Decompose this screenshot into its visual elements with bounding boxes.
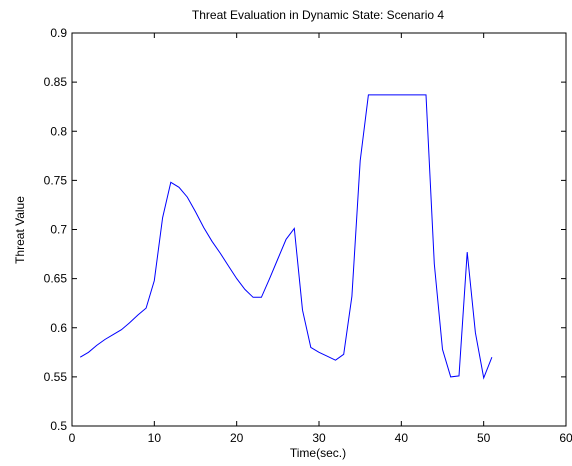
y-axis-label: Threat Value bbox=[13, 196, 27, 264]
x-tick-label: 40 bbox=[395, 431, 409, 445]
chart-title: Threat Evaluation in Dynamic State: Scen… bbox=[192, 8, 444, 22]
y-tick-label: 0.7 bbox=[50, 223, 67, 237]
series-line bbox=[79, 94, 493, 380]
x-axis-label: Time(sec.) bbox=[290, 446, 346, 460]
y-tick-label: 0.6 bbox=[50, 321, 67, 335]
y-tick-label: 0.8 bbox=[50, 124, 67, 138]
y-tick-label: 0.5 bbox=[50, 419, 67, 433]
x-tick-label: 60 bbox=[559, 431, 572, 445]
y-tick-label: 0.55 bbox=[44, 370, 68, 384]
x-tick-label: 10 bbox=[148, 431, 162, 445]
x-tick-label: 0 bbox=[69, 431, 76, 445]
x-axis-ticks: 0 10 20 30 40 50 60 bbox=[69, 33, 572, 445]
y-axis-ticks: 0.5 0.55 0.6 0.65 0.7 0.75 0.8 0.85 0.9 bbox=[44, 26, 566, 433]
y-tick-label: 0.85 bbox=[44, 75, 68, 89]
y-tick-label: 0.9 bbox=[50, 26, 67, 40]
x-tick-label: 30 bbox=[312, 431, 326, 445]
x-tick-label: 50 bbox=[477, 431, 491, 445]
series-layer bbox=[79, 94, 493, 380]
plot-area bbox=[71, 32, 567, 427]
y-tick-label: 0.75 bbox=[44, 173, 68, 187]
y-tick-label: 0.65 bbox=[44, 272, 68, 286]
x-tick-label: 20 bbox=[230, 431, 244, 445]
